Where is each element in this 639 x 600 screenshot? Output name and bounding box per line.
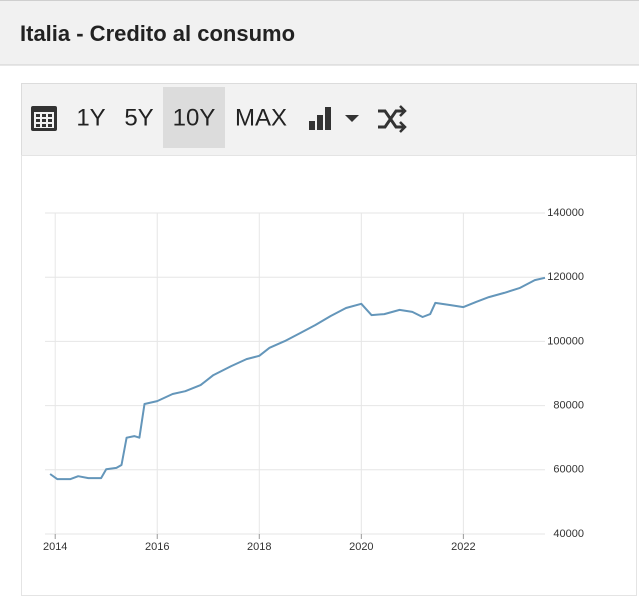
series-line xyxy=(49,276,546,481)
selected-range-bg xyxy=(163,87,225,148)
shuffle-icon[interactable] xyxy=(378,105,407,133)
y-tick-label: 100000 xyxy=(547,335,584,347)
chart-type-icon[interactable] xyxy=(309,107,359,130)
y-tick-label: 60000 xyxy=(553,464,584,476)
range-button[interactable]: 10Y xyxy=(173,104,216,131)
y-tick-label: 80000 xyxy=(553,400,584,412)
x-tick-label: 2018 xyxy=(247,541,271,553)
x-tick-label: 2014 xyxy=(43,541,67,553)
range-button[interactable]: 5Y xyxy=(124,104,153,131)
range-button[interactable]: 1Y xyxy=(76,104,105,131)
header-bg xyxy=(0,0,639,65)
y-tick-label: 120000 xyxy=(547,271,584,283)
x-tick-label: 2020 xyxy=(349,541,373,553)
calendar-icon[interactable] xyxy=(31,106,57,131)
chart-panel xyxy=(21,155,637,596)
x-tick-label: 2022 xyxy=(451,541,475,553)
page-title: Italia - Credito al consumo xyxy=(20,21,295,46)
y-tick-label: 140000 xyxy=(547,207,584,219)
range-button[interactable]: MAX xyxy=(235,104,287,131)
x-tick-label: 2016 xyxy=(145,541,169,553)
y-tick-label: 40000 xyxy=(553,528,584,540)
